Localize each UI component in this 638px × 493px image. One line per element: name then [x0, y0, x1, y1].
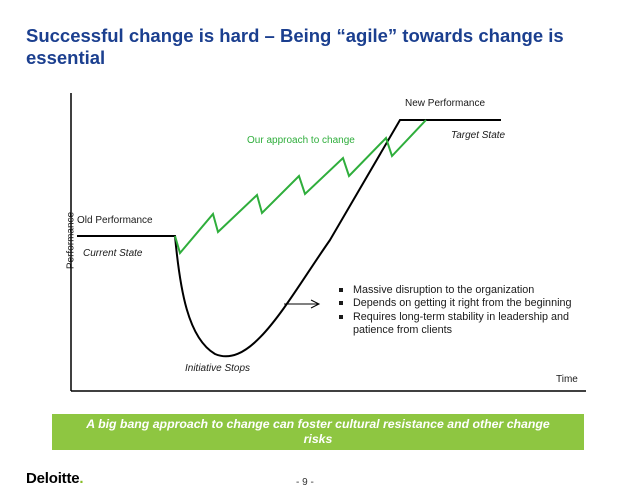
- agile-curve: [174, 119, 427, 256]
- arrow-head: [310, 299, 321, 309]
- page-number: - 9 -: [296, 477, 314, 488]
- summary-banner-text: A big bang approach to change can foster…: [86, 417, 550, 446]
- bullet-item: Depends on getting it right from the beg…: [336, 297, 591, 310]
- logo-dot: .: [79, 470, 84, 487]
- big-bang-curve: [77, 119, 501, 358]
- page-title: Successful change is hard – Being “agile…: [26, 25, 564, 68]
- y-axis-label: Performance: [65, 211, 77, 270]
- old-performance-label: Old Performance: [77, 215, 153, 226]
- target-state-label: Target State: [451, 130, 506, 141]
- summary-banner: A big bang approach to change can foster…: [52, 414, 584, 450]
- initiative-stops-label: Initiative Stops: [185, 363, 251, 374]
- new-performance-label: New Performance: [405, 98, 486, 109]
- bullet-list: Massive disruption to the organization D…: [336, 284, 591, 338]
- x-axis-label: Time: [556, 374, 578, 385]
- bullet-item: Requires long-term stability in leadersh…: [336, 311, 591, 338]
- deloitte-logo: Deloitte.: [26, 470, 84, 487]
- bullet-item: Massive disruption to the organization: [336, 284, 591, 297]
- logo-text: Deloitte: [26, 470, 80, 487]
- current-state-label: Current State: [83, 248, 143, 259]
- our-approach-label: Our approach to change: [247, 135, 355, 146]
